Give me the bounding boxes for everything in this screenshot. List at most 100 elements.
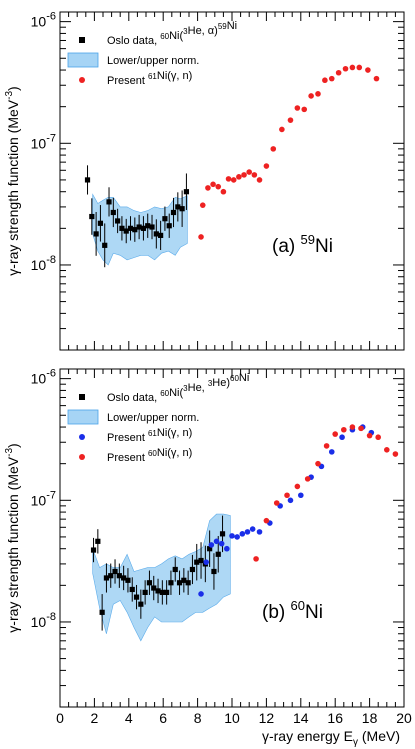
legend-label: Present 61Ni(γ, n) (107, 70, 192, 87)
oslo-point (175, 204, 181, 210)
y-tick-label: 10-6 (31, 11, 56, 30)
red-point (323, 443, 330, 449)
red-point (308, 93, 314, 99)
red-point (356, 64, 363, 71)
oslo-point (159, 589, 165, 595)
oslo-point (181, 577, 187, 583)
red-point (392, 451, 399, 457)
oslo-point (145, 223, 151, 229)
red-point (332, 431, 339, 437)
x-tick-label: 18 (362, 710, 378, 726)
red-point (349, 424, 356, 430)
legend-symbol (79, 394, 85, 400)
y-axis-label: γ-ray strength function (MeV-3) (4, 86, 21, 275)
oslo-point (99, 609, 105, 615)
red-point (365, 67, 371, 73)
x-axis-label: γ-ray energy Eγ (MeV) (262, 728, 400, 748)
legend: Oslo data, 60Ni(3He, α)59Ni Lower/upper n… (67, 20, 237, 87)
x-tick-label: 4 (125, 710, 133, 726)
blue-point (234, 534, 240, 540)
red-point (253, 556, 259, 562)
red-point (366, 432, 373, 439)
oslo-point (110, 209, 116, 216)
oslo-point (103, 575, 110, 581)
x-tick-label: 8 (194, 710, 202, 726)
x-tick-label: 10 (224, 710, 240, 726)
red-point (270, 146, 277, 152)
red-point (263, 163, 270, 169)
panel-label: (b) 60Ni (262, 598, 323, 623)
oslo-point (149, 224, 155, 230)
red-point (230, 177, 237, 183)
legend-symbol (79, 77, 85, 83)
red-point (284, 492, 290, 499)
legend-label: Present 60Ni(γ, n) (107, 447, 192, 464)
blue-point (249, 526, 256, 532)
oslo-point (93, 231, 99, 237)
red-point (315, 91, 321, 97)
oslo-point (164, 589, 170, 595)
data-points (84, 64, 380, 268)
oslo-point (119, 225, 125, 231)
blue-point (244, 529, 251, 535)
oslo-point (172, 566, 178, 573)
red-point (373, 75, 380, 82)
oslo-point (123, 228, 129, 234)
legend-symbol (79, 37, 85, 43)
oslo-point (115, 218, 121, 224)
red-point (384, 447, 390, 453)
red-point (287, 117, 294, 123)
oslo-point (198, 557, 204, 564)
oslo-point (176, 580, 183, 586)
oslo-point (106, 199, 112, 205)
blue-point (256, 529, 263, 535)
panel-label: (a) 59Ni (272, 232, 333, 257)
red-point (358, 425, 364, 432)
oslo-point (116, 573, 122, 579)
oslo-point (140, 225, 147, 231)
x-tick-label: 20 (396, 710, 412, 726)
red-point (341, 426, 347, 433)
red-point (279, 126, 285, 133)
oslo-point (112, 568, 118, 575)
blue-point (224, 545, 230, 552)
red-point (335, 69, 342, 76)
legend-symbol (67, 409, 99, 425)
red-point (198, 234, 204, 240)
normalization-band (92, 193, 188, 266)
oslo-point (146, 580, 153, 586)
y-axis-label: γ-ray strength function (MeV-3) (4, 443, 21, 632)
oslo-point (132, 227, 138, 233)
oslo-point (136, 224, 142, 230)
oslo-point (151, 585, 157, 591)
blue-point (298, 492, 304, 499)
oslo-point (166, 223, 172, 229)
x-tick-label: 6 (159, 710, 167, 726)
band-area (92, 513, 231, 642)
normalization-band (92, 513, 231, 642)
oslo-point (95, 538, 101, 544)
oslo-point (155, 588, 161, 594)
oslo-point (121, 575, 127, 581)
red-point (322, 77, 328, 84)
oslo-point (179, 206, 185, 212)
oslo-point (84, 177, 91, 183)
oslo-point (194, 559, 200, 565)
red-point (304, 476, 311, 482)
oslo-point (133, 594, 140, 600)
legend: Oslo data, 60Ni(3He, 3He)60Ni Lower/upper… (67, 372, 249, 464)
legend-label: Oslo data, 60Ni(3He, α)59Ni (107, 20, 237, 47)
legend-label: Oslo data, 60Ni(3He, 3He)60Ni (107, 372, 249, 404)
blue-point (239, 531, 246, 537)
blue-point (229, 533, 235, 539)
legend-label: Lower/upper norm. (107, 412, 199, 424)
oslo-point (97, 220, 104, 226)
oslo-point (183, 189, 190, 195)
x-tick-label: 16 (327, 710, 343, 726)
data-points (90, 424, 399, 631)
oslo-point (207, 546, 213, 552)
oslo-point (89, 213, 95, 220)
red-point (251, 172, 258, 178)
red-point (199, 202, 206, 208)
x-tick-label: 14 (293, 710, 309, 726)
